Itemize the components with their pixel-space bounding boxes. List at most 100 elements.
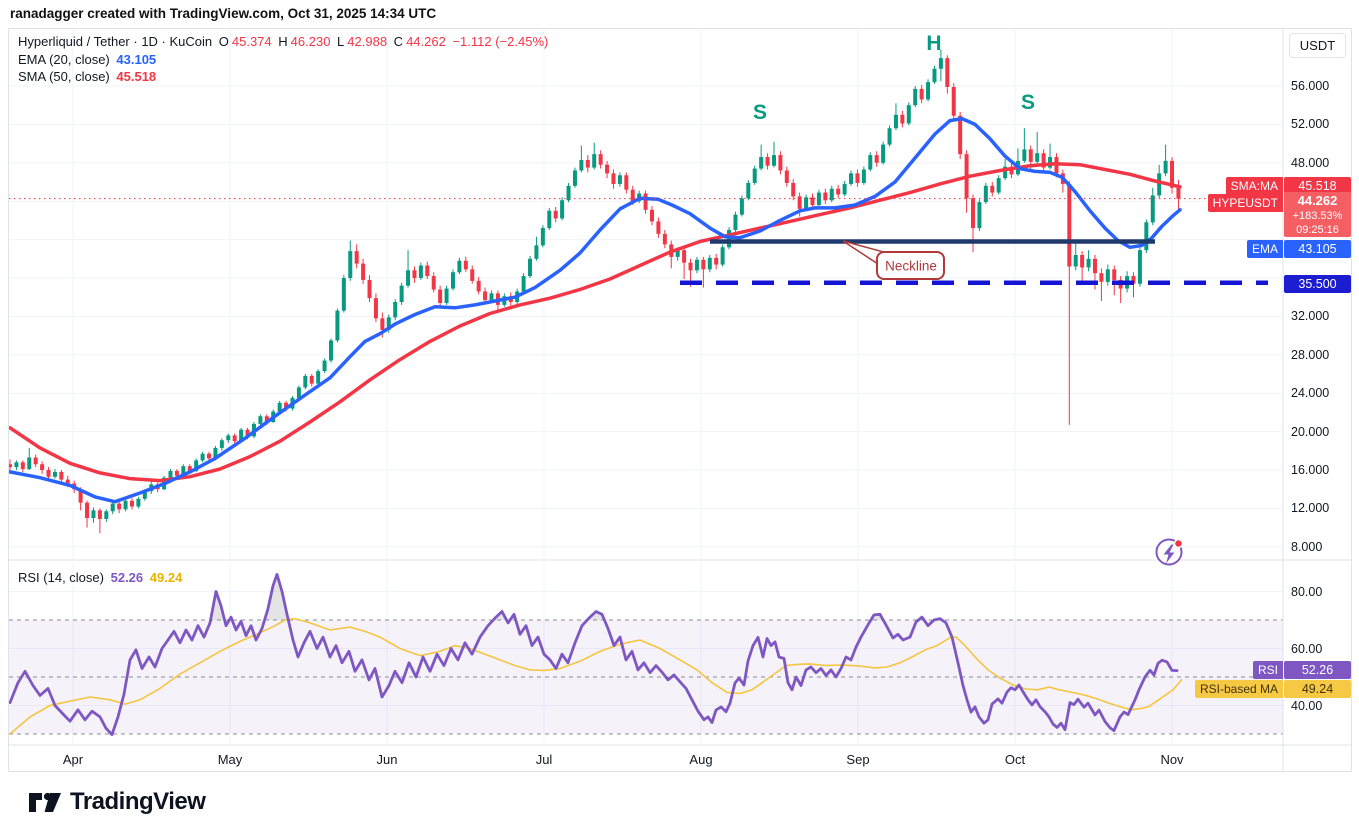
candle-body [560, 200, 565, 219]
open-value: 45.374 [231, 34, 272, 49]
change-value: −1.112 (−2.45%) [452, 34, 549, 49]
ema20-line [8, 116, 1182, 504]
candle-body [958, 115, 963, 155]
ema-axis-value: 43.105 [1284, 240, 1351, 258]
rsi-legend-row[interactable]: RSI (14, close) 52.26 49.24 [18, 570, 185, 585]
candle-body [971, 198, 975, 229]
candle-body [887, 128, 892, 145]
rsi-axis-label: 60.00 [1291, 641, 1323, 656]
change-percent-value: +183.53% [1292, 210, 1343, 222]
candle-body [540, 228, 545, 246]
candle-body [52, 471, 57, 477]
symbol-title: Hyperliquid / Tether · 1D · KuCoin [18, 34, 213, 49]
candle-body [406, 270, 411, 286]
rsi-axis-value: 52.26 [1284, 661, 1351, 679]
candle-body [361, 263, 366, 280]
symbol-legend-row[interactable]: Hyperliquid / Tether · 1D · KuCoin O 45.3… [18, 34, 551, 49]
candle-body [341, 278, 346, 311]
candle-body [938, 58, 943, 69]
tradingview-logo-text: TradingView [70, 788, 206, 815]
candle-body [759, 157, 764, 169]
candle-body [40, 464, 45, 470]
candle-body [881, 144, 886, 163]
candle-body [585, 159, 590, 168]
candle-body [200, 453, 205, 461]
candle-body [765, 157, 770, 166]
candle-body [566, 185, 571, 201]
rsi-ma-axis-value: 49.24 [1284, 680, 1351, 698]
rsi-overbought-fill [210, 591, 225, 620]
candle-body [906, 105, 911, 124]
high-value: 46.230 [290, 34, 331, 49]
candle-body [579, 159, 584, 171]
candle-body [117, 503, 122, 510]
time-axis-label: Jul [535, 752, 553, 767]
candle-body [1022, 149, 1027, 161]
tradingview-logo[interactable]: TradingView [28, 787, 206, 817]
candle-body [990, 185, 995, 193]
candle-body [399, 285, 404, 302]
currency-toggle-button[interactable]: USDT [1289, 33, 1346, 58]
candle-body [335, 310, 340, 341]
candle-body [1028, 149, 1033, 162]
candle-body [1092, 258, 1097, 274]
sma-axis-value: 45.518 [1284, 177, 1351, 195]
candle-body [354, 251, 359, 264]
rsi-band [9, 620, 1283, 734]
candle-body [348, 251, 353, 278]
candle-body [1041, 153, 1046, 168]
candle-body [849, 173, 854, 184]
candle-body [373, 298, 378, 319]
candle-body [219, 440, 224, 448]
candle-body [1105, 269, 1110, 282]
candle-body [277, 402, 282, 412]
candle-body [1137, 250, 1142, 284]
time-axis-label: Aug [689, 752, 713, 767]
candle-body [720, 247, 725, 265]
price-axis-label: 52.000 [1291, 117, 1330, 132]
candle-body [694, 259, 699, 271]
candle-body [810, 197, 815, 206]
rsi-overbought-fill [264, 574, 289, 620]
candle-body [463, 260, 468, 270]
candle-body [804, 197, 809, 209]
candle-body [450, 272, 455, 289]
price-axis-label: 56.000 [1291, 79, 1330, 93]
candle-body [207, 453, 212, 459]
candle-body [643, 193, 648, 210]
candle-body [393, 302, 398, 318]
candle-body [528, 258, 533, 277]
candle-body [245, 429, 250, 437]
candle-body [142, 491, 147, 499]
candle-body [438, 289, 443, 303]
ema-legend-row[interactable]: EMA (20, close) 43.105 [18, 52, 159, 67]
candle-body [816, 192, 821, 206]
candle-body [226, 435, 231, 441]
time-axis-label: Jun [376, 752, 398, 767]
sma-legend-row[interactable]: SMA (50, close) 45.518 [18, 69, 159, 84]
candle-body [316, 371, 321, 384]
candle-body [650, 209, 654, 222]
sma-axis-tag: SMA:MA [1225, 177, 1283, 195]
candle-body [714, 257, 719, 265]
candle-body [33, 457, 38, 465]
rsi-axis-label: 40.00 [1291, 698, 1323, 713]
candle-body [553, 210, 558, 219]
price-axis-label: 32.000 [1291, 309, 1330, 324]
time-axis-label: Apr [62, 752, 84, 767]
candle-body [784, 170, 789, 183]
candle-body [707, 257, 712, 270]
candle-body [322, 360, 327, 372]
candle-body [476, 280, 481, 292]
candle-body [457, 260, 462, 273]
candle-body [27, 457, 32, 470]
candle-body [14, 462, 19, 468]
attribution-text: ranadagger created with TradingView.com,… [10, 6, 437, 21]
candle-body [682, 250, 687, 263]
candle-body [996, 178, 1001, 193]
candle-body [592, 154, 597, 168]
neckline-callout-text[interactable]: Neckline [885, 258, 937, 274]
candle-body [675, 250, 680, 257]
